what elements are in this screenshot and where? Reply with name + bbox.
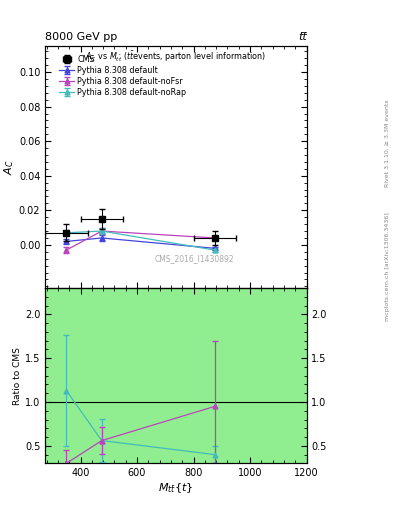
Text: $A_C$ vs $M_{t\bar{t}}$ ($t\bar{t}$events, parton level information): $A_C$ vs $M_{t\bar{t}}$ ($t\bar{t}$event… <box>86 50 266 65</box>
Text: tt̅: tt̅ <box>298 32 307 42</box>
Y-axis label: $A_C$: $A_C$ <box>2 159 16 175</box>
Y-axis label: Ratio to CMS: Ratio to CMS <box>13 347 22 404</box>
Legend: CMS, Pythia 8.308 default, Pythia 8.308 default-noFsr, Pythia 8.308 default-noRa: CMS, Pythia 8.308 default, Pythia 8.308 … <box>57 53 189 99</box>
Text: 8000 GeV pp: 8000 GeV pp <box>45 32 118 42</box>
Text: CMS_2016_I1430892: CMS_2016_I1430892 <box>154 254 234 264</box>
Text: mcplots.cern.ch [arXiv:1306.3436]: mcplots.cern.ch [arXiv:1306.3436] <box>385 212 389 321</box>
Text: Rivet 3.1.10, ≥ 3.3M events: Rivet 3.1.10, ≥ 3.3M events <box>385 99 389 187</box>
X-axis label: $M_{t\bar{t}}\{t\}$: $M_{t\bar{t}}\{t\}$ <box>158 481 193 495</box>
